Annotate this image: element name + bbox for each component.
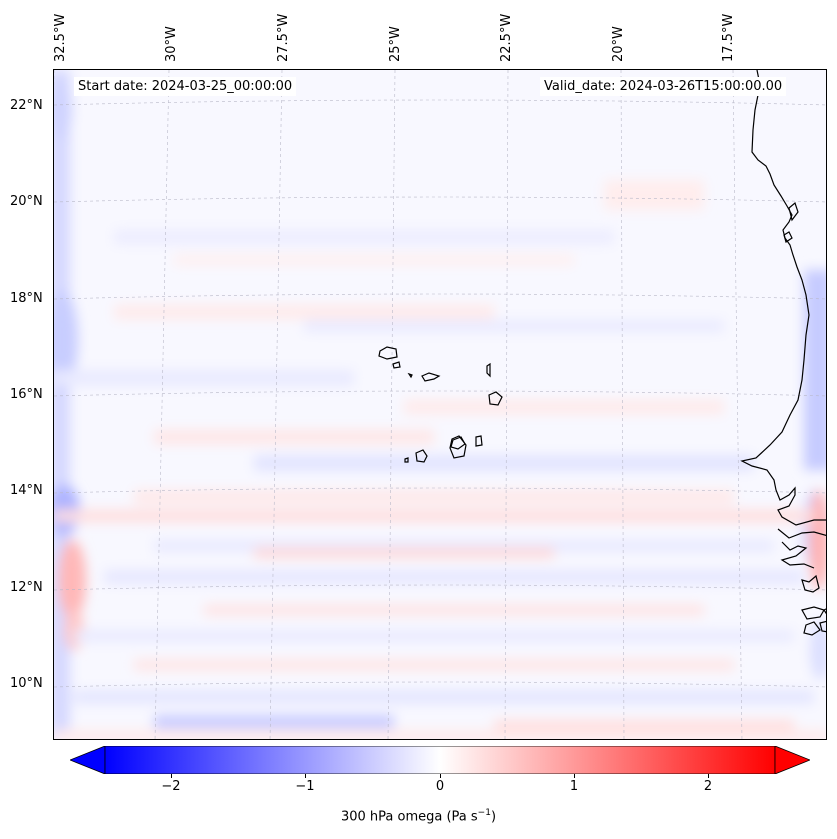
colorbar-min-extend — [68, 745, 106, 775]
africa-coastline — [740, 70, 826, 636]
omega-shading — [54, 70, 826, 739]
colorbar-label: 300 hPa omega (Pa s−1) — [0, 808, 837, 824]
lon-label-27-5w: 27.5°W — [276, 13, 291, 62]
cb-tickmark-neg2 — [171, 774, 172, 778]
lon-label-22-5w: 22.5°W — [499, 13, 514, 62]
colorbar-label-sup: −1 — [477, 808, 491, 818]
lat-label-10n: 10°N — [10, 676, 43, 691]
cb-tickmark-neg1 — [305, 774, 306, 778]
start-date-label: Start date: 2024-03-25_00:00:00 — [74, 77, 297, 96]
lat-label-14n: 14°N — [10, 483, 43, 498]
cb-tickmark-2 — [708, 774, 709, 778]
colorbar-max-extend — [774, 745, 812, 775]
cb-tick-label-neg1: −1 — [295, 779, 315, 794]
lon-label-25w: 25°W — [388, 26, 403, 62]
valid-date-label: Valid_date: 2024-03-26T15:00:00.00 — [540, 77, 787, 96]
colorbar-svg — [68, 745, 812, 775]
lon-label-17-5w: 17.5°W — [721, 13, 736, 62]
lon-label-30w: 30°W — [164, 26, 179, 62]
colorbar — [68, 745, 812, 775]
cb-tick-label-2: 2 — [703, 779, 713, 794]
cb-tick-label-0: 0 — [435, 779, 445, 794]
colorbar-label-main: 300 hPa omega (Pa s — [340, 809, 478, 825]
omega-field-map — [54, 70, 826, 739]
colorbar-label-end: ) — [490, 809, 497, 825]
cb-tick-label-neg2: −2 — [161, 779, 181, 794]
cb-tick-label-1: 1 — [569, 779, 579, 794]
lon-label-20w: 20°W — [611, 26, 626, 62]
lat-label-16n: 16°N — [10, 387, 43, 402]
lat-label-22n: 22°N — [10, 98, 43, 113]
graticule — [54, 70, 826, 739]
map-panel[interactable] — [53, 69, 827, 740]
lon-label-32-5w: 32.5°W — [53, 13, 68, 62]
cb-tickmark-1 — [574, 774, 575, 778]
cape-verde-islands — [378, 346, 503, 463]
lat-label-20n: 20°N — [10, 194, 43, 209]
colorbar-gradient — [104, 745, 776, 775]
lat-label-18n: 18°N — [10, 291, 43, 306]
cb-tickmark-0 — [440, 774, 441, 778]
lat-label-12n: 12°N — [10, 580, 43, 595]
